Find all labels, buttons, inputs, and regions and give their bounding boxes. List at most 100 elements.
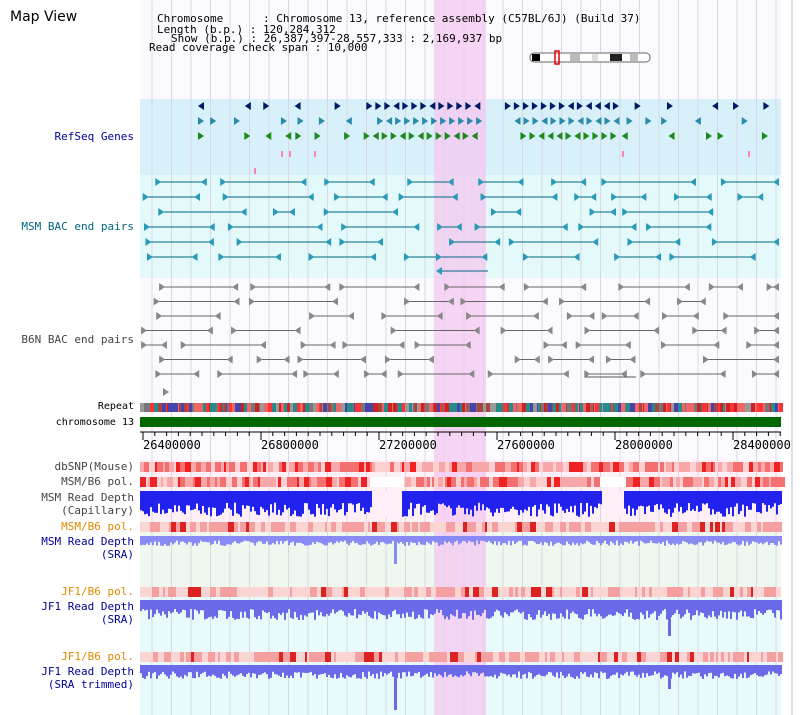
repeat-segment <box>226 403 227 412</box>
msm-bac-pair-end <box>494 238 501 246</box>
msm-b6-pol-strip-2 <box>383 522 385 532</box>
track-label-dbsnp[interactable]: dbSNP(Mouse) <box>54 460 134 473</box>
b6n-bac-pair-end <box>309 312 316 320</box>
track-label-refseq[interactable]: RefSeq Genes <box>54 130 134 143</box>
msm-bac-pair-end <box>720 178 727 186</box>
jf1-b6-pol-strip-2 <box>320 652 325 662</box>
jf1-sra-depth <box>704 600 706 618</box>
track-label-repeat[interactable]: Repeat <box>97 401 134 412</box>
msm-sra-depth <box>214 536 216 541</box>
jf1-trimmed-depth <box>482 665 484 673</box>
jf1-sra-depth <box>524 600 526 619</box>
jf1-b6-pol-strip-2 <box>708 652 710 662</box>
jf1-b6-pol-strip-2 <box>242 652 248 662</box>
track-label-msm-b6-pol-2[interactable]: MSM/B6 pol. <box>61 520 134 533</box>
msm-b6-pol-strip-2 <box>777 522 782 532</box>
gene-marker <box>522 102 529 110</box>
msm-b6-pol-strip-2 <box>591 522 595 532</box>
jf1-b6-pol-strip <box>426 587 431 597</box>
msm-sra-depth <box>736 536 738 545</box>
repeat-segment <box>247 403 251 412</box>
msm-capillary-depth <box>510 491 512 509</box>
jf1-sra-depth <box>636 600 638 619</box>
msm-b6-pol-strip-2 <box>160 522 165 532</box>
msm-capillary-depth <box>148 491 150 517</box>
b6n-bac-pair-end <box>601 312 608 320</box>
jf1-b6-pol-strip <box>154 587 159 597</box>
msm-sra-depth <box>686 536 688 543</box>
jf1-b6-pol-strip-2 <box>218 652 220 662</box>
msm-capillary-depth <box>672 491 674 513</box>
repeat-segment <box>405 403 409 412</box>
info-show: Show (b.p.) : 26,387,397-28,557,333 : 2,… <box>171 32 503 45</box>
msm-b6-pol-strip <box>489 477 491 487</box>
jf1-trimmed-depth <box>318 665 320 675</box>
msm-capillary-depth <box>684 491 686 513</box>
msm-capillary-depth <box>700 491 702 511</box>
gene-marker <box>538 132 545 140</box>
b6n-bac-pair-end <box>736 283 743 291</box>
repeat-segment <box>331 403 333 412</box>
track-label-msm-bac[interactable]: MSM BAC end pairs <box>21 220 134 233</box>
msm-bac-pair-end <box>222 193 229 201</box>
jf1-b6-pol-strip-2 <box>215 652 218 662</box>
jf1-trimmed-depth <box>252 665 254 674</box>
msm-b6-pol-strip <box>260 477 264 487</box>
repeat-segment <box>552 403 553 412</box>
repeat-segment <box>725 403 726 412</box>
jf1-trimmed-depth <box>778 665 780 677</box>
jf1-b6-pol-strip <box>299 587 305 597</box>
msm-b6-pol-strip <box>693 477 696 487</box>
jf1-sra-depth <box>564 600 566 619</box>
msm-sra-depth <box>728 536 730 544</box>
msm-sra-depth <box>210 536 212 545</box>
dbsnp-strip <box>722 462 727 472</box>
jf1-trimmed-depth <box>506 665 508 676</box>
jf1-b6-pol-strip-2 <box>637 652 641 662</box>
track-label-msm-depth-sra[interactable]: MSM Read Depth <box>41 535 134 548</box>
jf1-sra-depth <box>238 600 240 620</box>
msm-capillary-depth <box>188 491 190 506</box>
jf1-sra-depth <box>628 600 630 617</box>
jf1-trimmed-depth <box>674 665 676 675</box>
track-label-jf1-b6-pol-2[interactable]: JF1/B6 pol. <box>61 650 134 663</box>
msm-bac-pair-end <box>674 193 681 201</box>
msm-b6-pol-strip-2 <box>234 522 238 532</box>
b6n-bac-pair-end <box>291 370 298 378</box>
dbsnp-strip <box>295 462 298 472</box>
msm-sra-depth <box>328 536 330 543</box>
repeat-segment <box>457 403 460 412</box>
track-label-msm-depth-cap[interactable]: MSM Read Depth <box>41 491 134 504</box>
gene-marker <box>429 102 436 110</box>
track-label-jf1-trim[interactable]: JF1 Read Depth <box>41 665 134 678</box>
msm-sra-depth <box>642 536 644 543</box>
msm-sra-depth <box>638 536 640 546</box>
msm-capillary-depth <box>678 491 680 512</box>
gene-marker <box>404 117 411 125</box>
msm-b6-pol-strip <box>451 477 456 487</box>
dbsnp-strip <box>221 462 224 472</box>
jf1-trimmed-depth <box>186 665 188 677</box>
msm-bac-pair-end <box>158 208 165 216</box>
jf1-b6-pol-strip <box>243 587 246 597</box>
msm-b6-pol-strip-2 <box>530 522 536 532</box>
msm-capillary-depth <box>676 491 678 504</box>
msm-b6-pol-strip <box>581 477 587 487</box>
page-title: Map View <box>10 9 78 25</box>
jf1-b6-pol-strip-2 <box>566 652 570 662</box>
repeat-segment <box>701 403 702 412</box>
track-label-jf1-depth[interactable]: JF1 Read Depth <box>41 600 134 613</box>
repeat-segment <box>322 403 323 412</box>
track-label-chromosome[interactable]: chromosome 13 <box>55 417 134 428</box>
jf1-trimmed-depth <box>204 665 206 672</box>
msm-b6-pol-strip-2 <box>506 522 509 532</box>
gene-marker <box>244 132 251 140</box>
jf1-trimmed-depth <box>684 665 686 672</box>
msm-b6-pol-strip-2 <box>631 522 637 532</box>
track-label-msm-b6-pol-1[interactable]: MSM/B6 pol. <box>61 475 134 488</box>
msm-bac-pair-end <box>392 208 399 216</box>
msm-capillary-depth <box>218 491 220 516</box>
track-label-b6n-bac[interactable]: B6N BAC end pairs <box>21 333 134 346</box>
track-label-jf1-b6-pol-1[interactable]: JF1/B6 pol. <box>61 585 134 598</box>
repeat-segment <box>440 403 442 412</box>
